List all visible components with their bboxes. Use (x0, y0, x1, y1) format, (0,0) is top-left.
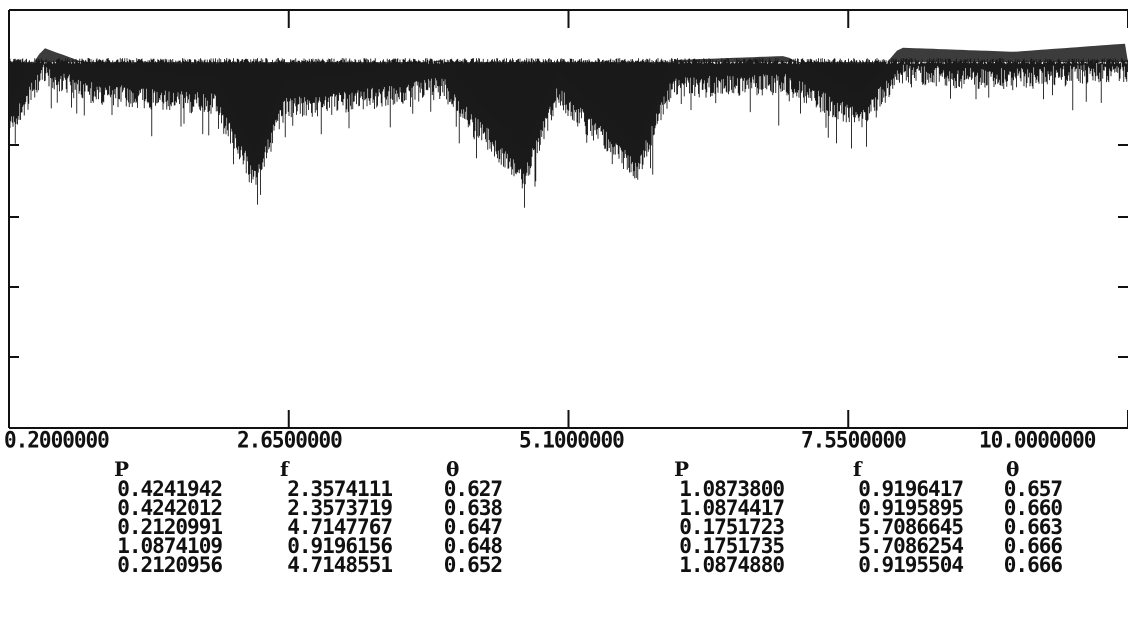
cell: 2.3573719 (287, 496, 393, 520)
cell: 5.7086254 (858, 534, 964, 558)
cell: 1.0874417 (679, 496, 785, 520)
left-theta-column: θ 0.627 0.638 0.647 0.648 0.652 (430, 457, 503, 577)
axis-ticks (8, 10, 1128, 428)
cell: 1.0874880 (679, 553, 785, 577)
cell: 0.657 (1003, 477, 1063, 501)
cell: 4.7148551 (287, 553, 393, 577)
cell: 2.3574111 (287, 477, 393, 501)
cell: 0.638 (443, 496, 503, 520)
right-period-column: P 1.0873800 1.0874417 0.1751723 0.175173… (644, 457, 785, 577)
x-tick-label-0: 0.2000000 (4, 427, 110, 453)
cell: 0.1751723 (679, 515, 785, 539)
x-tick-label-4: 10.0000000 (979, 427, 1096, 453)
cell: 0.9196417 (858, 477, 964, 501)
cell: 0.2120991 (117, 515, 223, 539)
cell: 0.652 (443, 553, 503, 577)
cell: 0.1751735 (679, 534, 785, 558)
cell: 0.4242012 (117, 496, 223, 520)
header-p-left: P (114, 457, 130, 481)
left-period-column: P 0.4241942 0.4242012 0.2120991 1.087410… (82, 457, 223, 577)
cell: 0.2120956 (117, 553, 223, 577)
cell: 0.663 (1003, 515, 1063, 539)
header-theta-left: θ (446, 457, 460, 481)
cell: 0.666 (1003, 553, 1063, 577)
cell: 0.4241942 (117, 477, 223, 501)
cell: 0.627 (443, 477, 503, 501)
spectrum-strokes (9, 58, 1128, 208)
left-frequency-column: f 2.3574111 2.3573719 4.7147767 0.919615… (252, 457, 393, 577)
spectrum-series (9, 43, 1128, 208)
right-theta-column: θ 0.657 0.660 0.663 0.666 0.666 (990, 457, 1063, 577)
x-tick-label-1: 2.6500000 (237, 427, 343, 453)
cell: 0.9195895 (858, 496, 964, 520)
header-f-right: f (853, 457, 862, 481)
cell: 1.0874109 (117, 534, 223, 558)
cell: 4.7147767 (287, 515, 393, 539)
cell: 0.666 (1003, 534, 1063, 558)
header-p-right: P (674, 457, 690, 481)
cell: 0.648 (443, 534, 503, 558)
x-tick-label-3: 7.5500000 (801, 427, 907, 453)
cell: 1.0873800 (679, 477, 785, 501)
cell: 0.9196156 (287, 534, 393, 558)
cell: 0.660 (1003, 496, 1063, 520)
cell: 5.7086645 (858, 515, 964, 539)
cell: 0.9195504 (858, 553, 964, 577)
spectrum-core (9, 43, 1128, 152)
header-theta-right: θ (1006, 457, 1020, 481)
header-f-left: f (280, 457, 289, 481)
right-frequency-column: f 0.9196417 0.9195895 5.7086645 5.708625… (823, 457, 964, 577)
x-tick-label-2: 5.1000000 (519, 427, 625, 453)
cell: 0.647 (443, 515, 503, 539)
periodogram-plot (8, 9, 1128, 429)
